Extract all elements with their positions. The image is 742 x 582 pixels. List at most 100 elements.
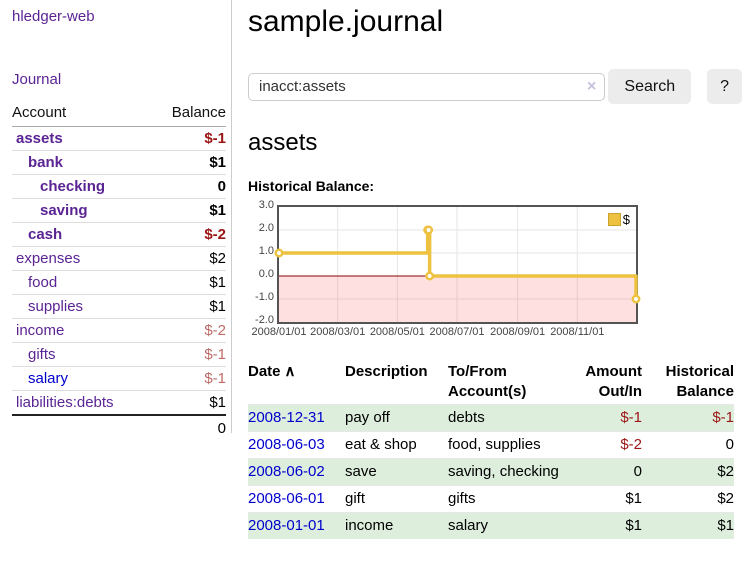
account-link[interactable]: liabilities:debts xyxy=(16,394,114,411)
transaction-balance: $2 xyxy=(717,490,734,507)
account-link[interactable]: gifts xyxy=(28,346,56,363)
accounts-col-account: Account xyxy=(12,102,152,127)
account-row: saving $1 xyxy=(12,198,226,223)
transaction-amount: 0 xyxy=(633,463,642,480)
transaction-date-link[interactable]: 2008-06-02 xyxy=(248,463,325,480)
legend-label: $ xyxy=(622,212,630,227)
search-form: × Search ? xyxy=(248,69,742,104)
account-link[interactable]: saving xyxy=(40,202,88,219)
transaction-balance: 0 xyxy=(725,436,734,453)
account-link[interactable]: bank xyxy=(28,154,64,171)
account-balance: $-2 xyxy=(151,222,226,247)
account-row: cash $-2 xyxy=(12,222,226,247)
col-balance: Historical Balance xyxy=(665,363,734,400)
account-balance: $-1 xyxy=(151,342,226,367)
account-balance: $-1 xyxy=(151,366,226,391)
x-axis-tick: 2008/11/01 xyxy=(550,326,605,338)
accounts-table-body: assets $-1 bank $1 checking 0 saving $1 … xyxy=(12,127,226,415)
chart-title: Historical Balance: xyxy=(248,178,375,194)
account-link[interactable]: income xyxy=(16,322,65,339)
help-button[interactable]: ? xyxy=(707,69,742,104)
account-link[interactable]: supplies xyxy=(28,298,84,315)
main-content: sample.journal × Search ? assets Histori… xyxy=(248,0,742,539)
transaction-row: 2008-06-01 gift gifts $1 $2 xyxy=(248,485,734,513)
register-header-row: Date ∧ Description To/From Account(s) Amo… xyxy=(248,360,734,405)
transaction-description: pay off xyxy=(345,409,390,426)
transaction-date-link[interactable]: 2008-06-01 xyxy=(248,490,325,507)
chart-canvas xyxy=(274,207,641,322)
account-balance: $1 xyxy=(151,150,226,175)
x-axis-tick: 2008/09/01 xyxy=(490,326,546,338)
transaction-amount: $1 xyxy=(625,517,642,534)
account-balance: $1 xyxy=(151,294,226,319)
account-link[interactable]: salary xyxy=(28,370,69,387)
sidebar: hledger-web Journal Account Balance asse… xyxy=(0,0,232,441)
account-row: expenses $2 xyxy=(12,246,226,271)
account-balance: $2 xyxy=(151,246,226,271)
page-title: sample.journal xyxy=(248,5,444,38)
account-row: assets $-1 xyxy=(12,127,226,151)
account-row: bank $1 xyxy=(12,150,226,175)
sort-asc-icon: ∧ xyxy=(284,363,296,380)
col-amount: Amount Out/In xyxy=(585,363,642,400)
chart-plot-area: $ xyxy=(274,205,641,324)
col-accounts: To/From Account(s) xyxy=(448,363,527,400)
account-balance: $-1 xyxy=(204,130,226,147)
clear-search-icon[interactable]: × xyxy=(587,77,597,95)
historical-balance-chart: $ 3.0 2.0 1.0 0.0 -1.0 -2.0 2008/01/01 2008/03/… xyxy=(248,199,742,346)
transaction-date-link[interactable]: 2008-12-31 xyxy=(248,409,325,426)
account-link[interactable]: assets xyxy=(16,130,63,147)
account-row: supplies $1 xyxy=(12,294,226,319)
account-heading: assets xyxy=(248,129,318,156)
account-row: income $-2 xyxy=(12,318,226,343)
y-axis-tick: 2.0 xyxy=(258,222,274,234)
transaction-accounts: salary xyxy=(448,517,489,534)
transaction-balance: $2 xyxy=(717,463,734,480)
register-table-body: 2008-12-31 pay off debts $-1 $-1 2008-06… xyxy=(248,404,734,539)
accounts-total-value: 0 xyxy=(151,414,226,441)
transaction-date-link[interactable]: 2008-01-01 xyxy=(248,517,325,534)
accounts-col-balance: Balance xyxy=(151,102,226,127)
transaction-row: 2008-06-03 eat & shop food, supplies $-2… xyxy=(248,431,734,459)
transaction-description: gift xyxy=(345,490,366,507)
transaction-amount: $1 xyxy=(625,490,642,507)
account-link[interactable]: expenses xyxy=(16,250,81,267)
transaction-accounts: food, supplies xyxy=(448,436,541,453)
transaction-description: income xyxy=(345,517,394,534)
transaction-row: 2008-06-02 save saving, checking 0 $2 xyxy=(248,458,734,486)
account-balance: $1 xyxy=(151,270,226,295)
y-axis-tick: -2.0 xyxy=(255,314,274,326)
account-row: checking 0 xyxy=(12,174,226,199)
account-link[interactable]: food xyxy=(28,274,58,291)
chart-legend: $ xyxy=(605,211,632,228)
account-balance: $1 xyxy=(151,390,226,415)
account-balance: 0 xyxy=(151,174,226,199)
transaction-amount: $-2 xyxy=(620,436,642,453)
x-axis-tick: 2008/01/01 xyxy=(251,326,307,338)
search-input[interactable] xyxy=(248,72,606,101)
accounts-total-row: 0 xyxy=(12,414,226,441)
search-button[interactable]: Search xyxy=(608,69,692,104)
y-axis-tick: -1.0 xyxy=(255,291,274,303)
legend-swatch-icon xyxy=(607,213,621,226)
col-date-sort[interactable]: Date ∧ xyxy=(248,363,296,380)
accounts-table: Account Balance assets $-1 bank $1 check… xyxy=(12,102,226,441)
account-link[interactable]: checking xyxy=(40,178,106,195)
register-table: Date ∧ Description To/From Account(s) Amo… xyxy=(248,360,734,539)
transaction-accounts: saving, checking xyxy=(448,463,559,480)
account-row: salary $-1 xyxy=(12,366,226,391)
account-row: liabilities:debts $1 xyxy=(12,390,226,415)
sidebar-item-journal[interactable]: Journal xyxy=(12,71,62,88)
account-row: gifts $-1 xyxy=(12,342,226,367)
y-axis-tick: 1.0 xyxy=(258,245,274,257)
transaction-balance: $1 xyxy=(717,517,734,534)
y-axis-tick: 3.0 xyxy=(258,199,274,211)
transaction-date-link[interactable]: 2008-06-03 xyxy=(248,436,325,453)
app-brand-link[interactable]: hledger-web xyxy=(12,8,95,25)
col-description: Description xyxy=(345,363,428,380)
account-balance: $1 xyxy=(151,198,226,223)
transaction-description: eat & shop xyxy=(345,436,417,453)
account-link[interactable]: cash xyxy=(28,226,63,243)
transaction-amount: $-1 xyxy=(620,409,642,426)
x-axis-tick: 2008/05/01 xyxy=(369,326,425,338)
